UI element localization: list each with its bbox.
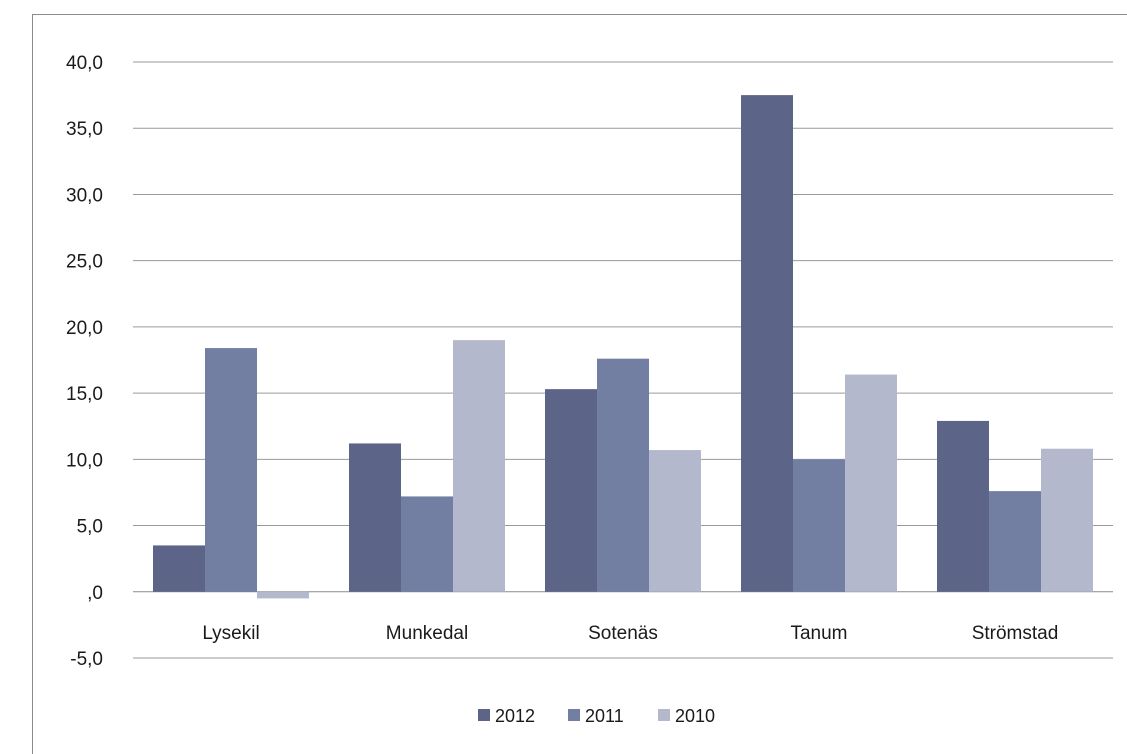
bar-2012-3 bbox=[741, 95, 793, 592]
bar-chart: 40,0 35,0 30,0 25,0 20,0 15,0 10,0 5,0 ,0 -5,0 Ly… bbox=[66, 53, 1113, 726]
y-tick-label: 40,0 bbox=[66, 53, 103, 74]
bar-2012-1 bbox=[349, 443, 401, 592]
legend-label-2012: 2012 bbox=[495, 706, 535, 726]
category-label: Strömstad bbox=[972, 623, 1059, 644]
bar-2010-3 bbox=[845, 374, 897, 592]
bar-2011-0 bbox=[205, 348, 257, 592]
legend-swatch-2010 bbox=[658, 709, 670, 721]
category-label: Sotenäs bbox=[588, 623, 658, 644]
legend-label-2010: 2010 bbox=[675, 706, 715, 726]
bar-2010-0 bbox=[257, 591, 309, 599]
bar-2011-2 bbox=[597, 358, 649, 592]
y-tick-label: ,0 bbox=[87, 583, 103, 604]
category-label: Munkedal bbox=[386, 623, 468, 644]
category-label: Tanum bbox=[790, 623, 847, 644]
bar-2012-0 bbox=[153, 545, 205, 592]
y-axis-tick-labels: 40,0 35,0 30,0 25,0 20,0 15,0 10,0 5,0 ,0 -5,0 bbox=[66, 53, 103, 670]
bar-2011-3 bbox=[793, 459, 845, 592]
category-label: Lysekil bbox=[202, 623, 259, 644]
bars bbox=[153, 95, 1093, 599]
legend: 2012 2011 2010 bbox=[478, 706, 715, 726]
bar-2011-1 bbox=[401, 496, 453, 592]
y-tick-label: 20,0 bbox=[66, 318, 103, 339]
y-tick-label: 5,0 bbox=[77, 517, 103, 538]
bar-2011-4 bbox=[989, 491, 1041, 592]
x-axis-category-labels: Lysekil Munkedal Sotenäs Tanum Strömstad bbox=[202, 623, 1058, 644]
bar-2010-1 bbox=[453, 340, 505, 592]
bar-2010-2 bbox=[649, 450, 701, 592]
y-tick-label: 30,0 bbox=[66, 185, 103, 206]
chart-frame: 40,0 35,0 30,0 25,0 20,0 15,0 10,0 5,0 ,0 -5,0 Ly… bbox=[32, 14, 1127, 754]
legend-swatch-2012 bbox=[478, 709, 490, 721]
y-tick-label: 10,0 bbox=[66, 450, 103, 471]
legend-swatch-2011 bbox=[568, 709, 580, 721]
bar-2012-2 bbox=[545, 389, 597, 592]
y-tick-label: -5,0 bbox=[70, 649, 103, 670]
y-tick-label: 25,0 bbox=[66, 252, 103, 273]
y-tick-label: 35,0 bbox=[66, 119, 103, 140]
bar-2010-4 bbox=[1041, 448, 1093, 592]
legend-label-2011: 2011 bbox=[585, 706, 624, 726]
y-tick-label: 15,0 bbox=[66, 384, 103, 405]
bar-2012-4 bbox=[937, 420, 989, 592]
